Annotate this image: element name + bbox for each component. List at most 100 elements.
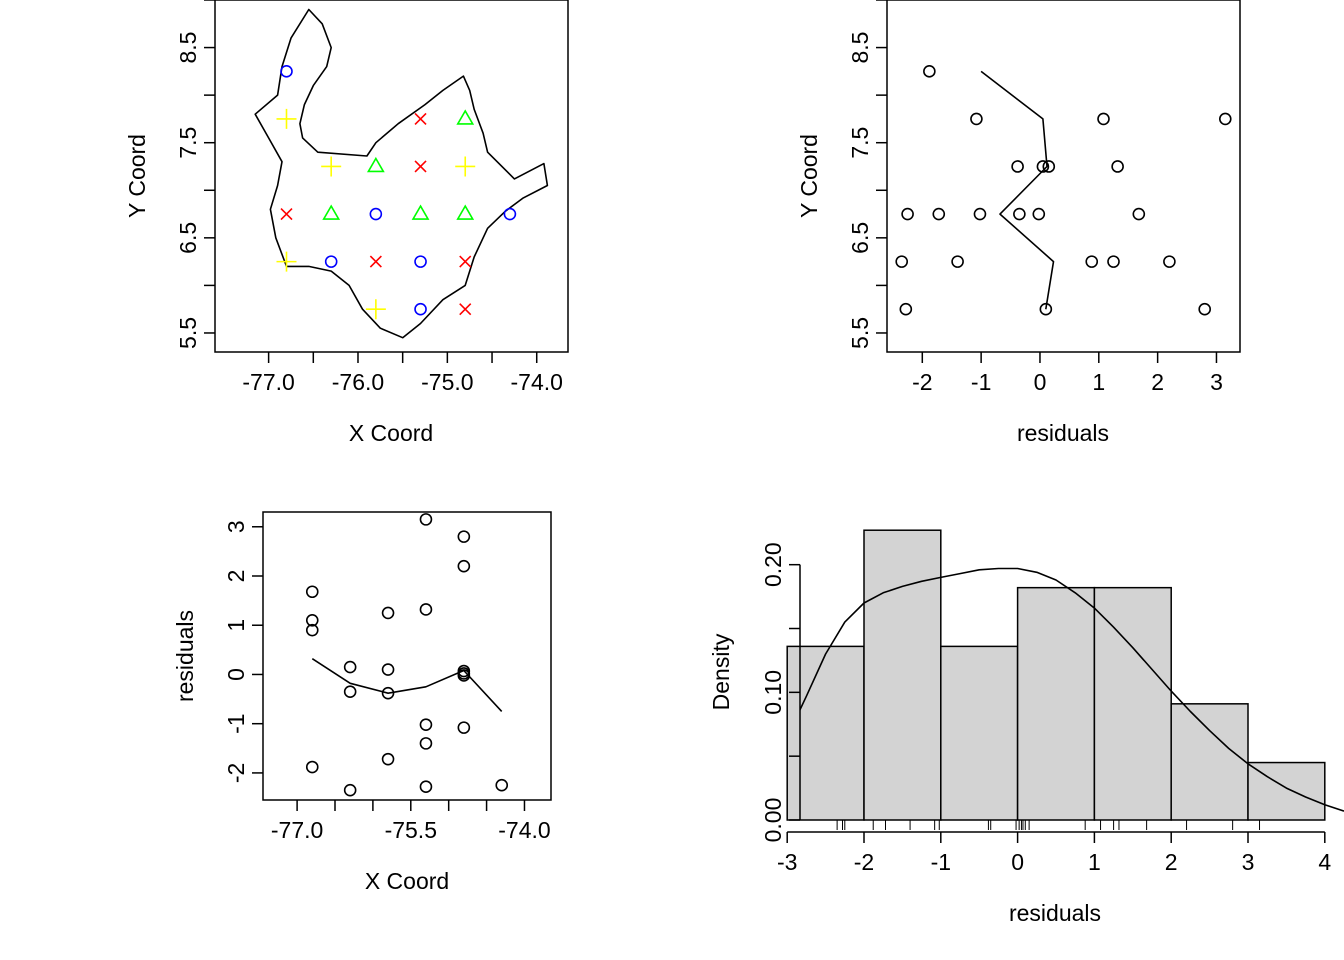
smooth-line [311, 658, 503, 712]
point [459, 303, 472, 316]
x-resid-panel: -77.0 -75.5 -74.0 -2 -1 0 1 2 3 X Coord residua… [172, 511, 552, 894]
histogram-x-tick-label: -2 [854, 849, 874, 875]
point [457, 721, 471, 734]
x-resid-ylabel: residuals [172, 610, 198, 702]
resid-y-x-tick-label: 1 [1092, 369, 1105, 395]
point [1198, 302, 1211, 316]
point [305, 614, 319, 627]
point [324, 255, 338, 268]
point [305, 760, 319, 774]
point [1039, 302, 1053, 316]
point [381, 606, 395, 620]
x-resid-y-tick-label: -2 [223, 763, 249, 783]
density-curve-group [800, 567, 1344, 812]
map-ylabel: Y Coord [124, 134, 150, 218]
point [369, 207, 383, 221]
point [456, 109, 475, 125]
histogram-bar [1093, 586, 1172, 821]
point [1013, 207, 1026, 221]
point [495, 778, 509, 792]
point [369, 255, 382, 268]
point [951, 255, 964, 268]
histogram-y-tick-label: 0.00 [760, 798, 786, 843]
point [456, 204, 475, 220]
map-y-tick-label: 6.5 [175, 222, 201, 254]
histogram-bar [863, 529, 942, 821]
point [899, 302, 913, 316]
resid-y-x-tick-label: 2 [1151, 369, 1164, 395]
x-resid-x-tick-label: -75.5 [385, 817, 437, 843]
point [366, 156, 385, 173]
point [419, 513, 433, 526]
histogram-x-tick-label: 4 [1318, 849, 1331, 875]
resid-y-ylabel: Y Coord [796, 134, 822, 218]
histogram-panel: -3 -2 -1 0 1 2 3 4 0.00 0.10 0.20 residuals Densi… [708, 529, 1344, 926]
point [1011, 160, 1024, 173]
point [970, 112, 983, 126]
point [1218, 112, 1232, 126]
point [414, 112, 427, 125]
x-resid-y-tick-label: 3 [223, 520, 249, 533]
histogram-x-tick-label: 2 [1165, 849, 1178, 875]
point [932, 207, 946, 221]
histogram-x-tick-label: 0 [1011, 849, 1024, 875]
point [411, 204, 430, 220]
map-y-axis: 5.5 6.5 7.5 8.5 [175, 0, 215, 349]
x-resid-x-tick-label: -77.0 [271, 817, 323, 843]
histogram-y-axis: 0.00 0.10 0.20 [760, 542, 801, 843]
resid-y-y-tick-label: 5.5 [847, 317, 873, 349]
point [895, 255, 909, 268]
point [276, 108, 297, 129]
map-x-tick-label: -74.0 [511, 369, 563, 395]
histogram-xlabel: residuals [1009, 900, 1101, 926]
histogram-x-tick-label: 3 [1242, 849, 1255, 875]
point [457, 530, 471, 543]
point [414, 160, 427, 173]
resid-y-x-tick-label: -2 [912, 369, 932, 395]
point [365, 299, 386, 320]
x-resid-plot-box [262, 511, 552, 801]
histogram-y-tick-label: 0.20 [760, 542, 786, 587]
point [923, 65, 936, 78]
histogram-bar [786, 645, 865, 821]
histogram-x-tick-label: -3 [777, 849, 797, 875]
map-x-axis: -77.0 -76.0 -75.0 -74.0 [242, 352, 563, 395]
point [1107, 255, 1120, 268]
point [901, 207, 914, 221]
map-y-tick-label: 5.5 [175, 317, 201, 349]
histogram-y-tick-label: 0.10 [760, 670, 786, 715]
point [321, 156, 342, 177]
point [414, 302, 427, 316]
x-resid-y-axis: -2 -1 0 1 2 3 [223, 520, 263, 783]
histogram-x-tick-label: -1 [931, 849, 951, 875]
map-y-tick-label: 7.5 [175, 127, 201, 159]
point [459, 255, 472, 268]
resid-y-panel: -2 -1 0 1 2 3 5.5 6.5 7.5 8.5 residuals Y Coord [796, 0, 1241, 446]
map-y-tick-label: 8.5 [175, 32, 201, 64]
point [343, 685, 357, 698]
point [1111, 160, 1124, 173]
histogram-bar [940, 645, 1019, 821]
point [455, 156, 476, 177]
point [419, 737, 433, 750]
point [343, 660, 357, 674]
resid-y-x-tick-label: 3 [1210, 369, 1223, 395]
point [280, 65, 293, 78]
resid-y-x-tick-label: 0 [1034, 369, 1047, 395]
map-x-tick-label: -77.0 [242, 369, 294, 395]
histogram-bar [1016, 586, 1096, 821]
point [1036, 160, 1050, 173]
resid-y-y-tick-label: 8.5 [847, 32, 873, 64]
map-plot-box [214, 0, 569, 353]
histogram-x-tick-label: 1 [1088, 849, 1101, 875]
map-panel: -77.0 -76.0 -75.0 -74.0 5.5 6.5 7.5 8.5 X Coor… [124, 0, 569, 446]
resid-y-x-axis: -2 -1 0 1 2 3 [912, 352, 1223, 395]
map-xlabel: X Coord [349, 420, 433, 446]
point [1097, 112, 1110, 126]
point [280, 207, 293, 221]
resid-y-y-tick-label: 7.5 [847, 127, 873, 159]
point [457, 559, 471, 573]
x-resid-y-tick-label: -1 [223, 713, 249, 733]
resid-y-plot-box [886, 0, 1241, 353]
point [381, 663, 395, 676]
